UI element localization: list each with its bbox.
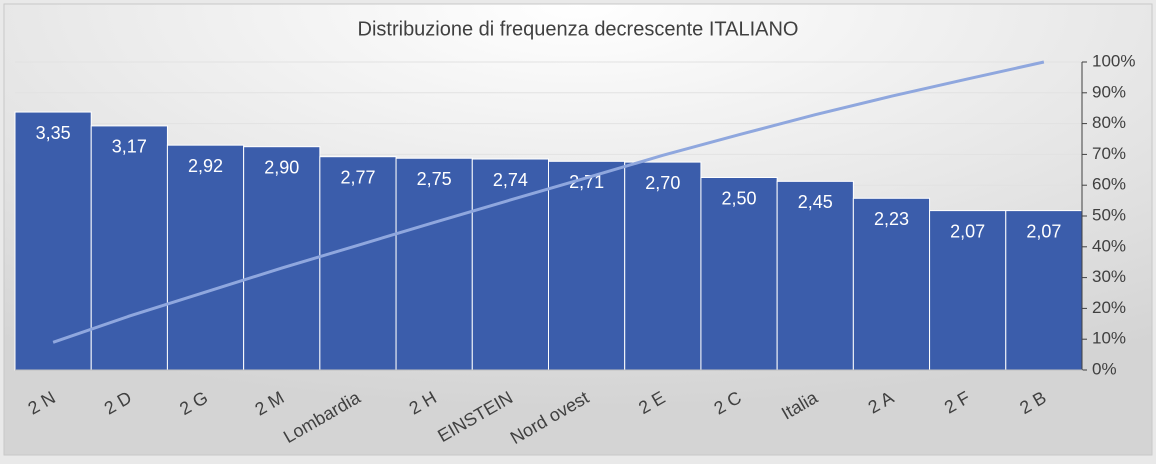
value-label: 2,71 bbox=[569, 172, 604, 192]
y2-tick-label: 10% bbox=[1092, 329, 1126, 348]
y2-tick-label: 100% bbox=[1092, 51, 1135, 70]
value-label: 2,23 bbox=[874, 209, 909, 229]
value-label: 2,77 bbox=[340, 167, 375, 187]
bar bbox=[1005, 210, 1083, 371]
value-label: 2,90 bbox=[264, 157, 299, 177]
y2-tick-label: 50% bbox=[1092, 205, 1126, 224]
value-label: 2,07 bbox=[950, 221, 985, 241]
value-label: 2,70 bbox=[645, 173, 680, 193]
bar bbox=[471, 158, 549, 371]
value-label: 3,35 bbox=[36, 123, 71, 143]
value-label: 2,74 bbox=[493, 170, 528, 190]
y2-tick-label: 60% bbox=[1092, 175, 1126, 194]
bar bbox=[624, 161, 702, 371]
value-label: 2,50 bbox=[722, 188, 757, 208]
value-label: 2,75 bbox=[417, 169, 452, 189]
bar bbox=[395, 157, 473, 371]
bar bbox=[700, 177, 778, 371]
y2-tick-label: 70% bbox=[1092, 144, 1126, 163]
value-label: 3,17 bbox=[112, 137, 147, 157]
value-label: 2,45 bbox=[798, 192, 833, 212]
y2-tick-label: 80% bbox=[1092, 113, 1126, 132]
bar bbox=[243, 146, 321, 371]
y2-tick-label: 0% bbox=[1092, 359, 1117, 378]
y2-tick-label: 30% bbox=[1092, 267, 1126, 286]
bar bbox=[548, 160, 626, 371]
bar bbox=[929, 210, 1007, 371]
value-label: 2,92 bbox=[188, 156, 223, 176]
bar bbox=[90, 125, 168, 371]
y2-tick-label: 40% bbox=[1092, 236, 1126, 255]
cumulative-line bbox=[52, 60, 1045, 344]
bar bbox=[319, 156, 397, 371]
chart-title: Distribuzione di frequenza decrescente I… bbox=[358, 18, 799, 40]
y2-tick-label: 90% bbox=[1092, 82, 1126, 101]
bar bbox=[852, 197, 931, 371]
bar bbox=[166, 144, 245, 371]
bar bbox=[14, 111, 92, 371]
value-label: 2,07 bbox=[1026, 221, 1061, 241]
y2-tick-label: 20% bbox=[1092, 298, 1126, 317]
